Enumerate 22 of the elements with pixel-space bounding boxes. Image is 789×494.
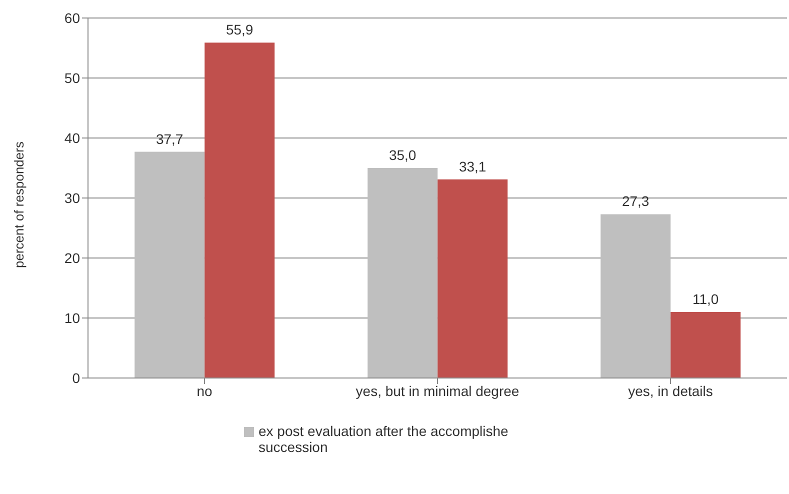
y-tick-label: 10 bbox=[64, 310, 80, 326]
bar bbox=[438, 179, 508, 378]
data-label: 55,9 bbox=[226, 22, 254, 38]
y-tick-label: 0 bbox=[72, 370, 80, 386]
y-tick-label: 30 bbox=[64, 190, 80, 206]
data-label: 35,0 bbox=[388, 147, 416, 163]
y-tick-label: 50 bbox=[64, 70, 80, 86]
x-tick-label: yes, but in minimal degree bbox=[356, 382, 520, 399]
bar bbox=[600, 214, 671, 378]
bar bbox=[368, 168, 438, 378]
bar bbox=[134, 152, 205, 378]
y-tick-label: 60 bbox=[64, 10, 80, 26]
x-tick-label: no bbox=[196, 382, 212, 399]
data-label: 11,0 bbox=[692, 291, 719, 307]
bar bbox=[670, 312, 741, 378]
y-tick-label: 40 bbox=[64, 130, 80, 146]
y-tick-label: 20 bbox=[64, 250, 80, 266]
x-tick-label: yes, in details bbox=[628, 382, 713, 399]
legend-label: ex post evaluation after the accomplishe succession bbox=[258, 423, 510, 455]
data-label: 33,1 bbox=[458, 158, 486, 174]
y-axis-title: percent of responders bbox=[12, 141, 27, 268]
bar bbox=[204, 42, 275, 378]
